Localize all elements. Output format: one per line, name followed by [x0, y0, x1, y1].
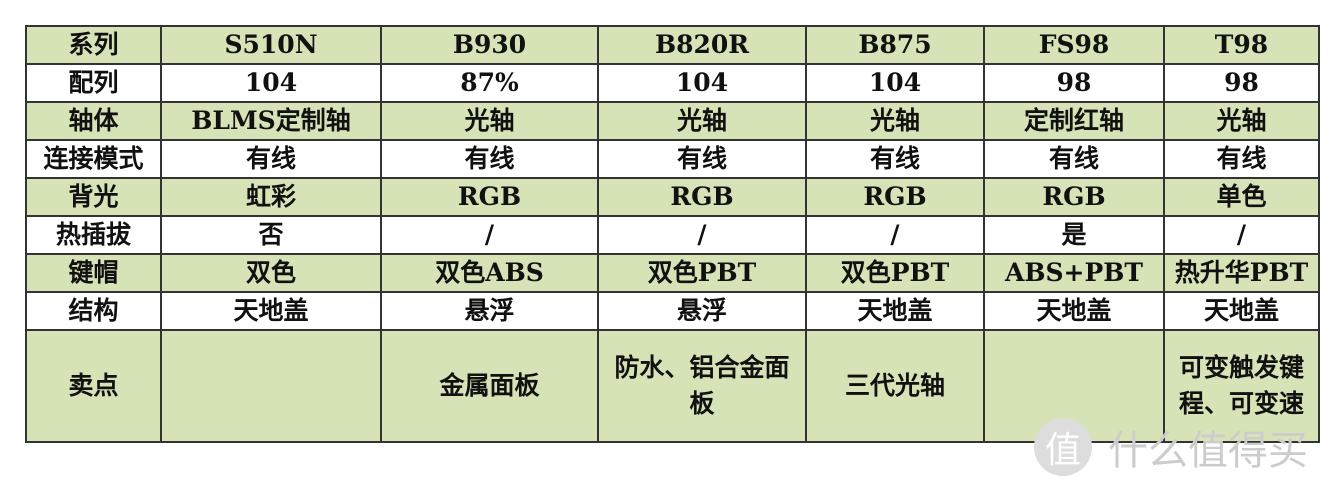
table-body: 系列 S510N B930 B820R B875 FS98 T98 配列 104 87% 104 10…	[25, 25, 1320, 443]
table-cell: 可变触发键程、可变速	[1163, 329, 1320, 443]
table-row: 热插拔否 / / / 是 /	[25, 215, 1320, 255]
table-cell: 光轴	[380, 101, 599, 141]
table-cell: /	[380, 215, 599, 255]
table-cell: 有线	[1163, 139, 1320, 179]
table-cell: B930	[380, 25, 599, 65]
table-cell: /	[1163, 215, 1320, 255]
table-cell: 虹彩	[160, 177, 382, 217]
table-cell: S510N	[160, 25, 382, 65]
table-cell: 否	[160, 215, 382, 255]
table-cell: 是	[983, 215, 1165, 255]
table-cell: 光轴	[1163, 101, 1320, 141]
table-cell: ABS+PBT	[983, 253, 1165, 293]
table-cell: 热升华PBT	[1163, 253, 1320, 293]
table-cell: 单色	[1163, 177, 1320, 217]
table-row: 轴体 BLMS定制轴 光轴 光轴 光轴 定制红轴 光轴	[25, 101, 1320, 141]
table-cell: 金属面板	[380, 329, 599, 443]
row-header: 热插拔	[25, 215, 162, 255]
row-header: 系列	[25, 25, 162, 65]
table-cell: 防水、铝合金面板	[597, 329, 807, 443]
row-header: 结构	[25, 291, 162, 331]
table-cell: 104	[597, 63, 807, 103]
watermark-icon: 值	[1034, 418, 1092, 476]
table-cell: /	[597, 215, 807, 255]
table-row: 连接模式 有线 有线 有线 有线 有线 有线	[25, 139, 1320, 179]
row-header: 轴体	[25, 101, 162, 141]
table-cell: 天地盖	[805, 291, 985, 331]
row-header: 连接模式	[25, 139, 162, 179]
table-cell: 光轴	[805, 101, 985, 141]
table-cell: 有线	[983, 139, 1165, 179]
table-cell: B875	[805, 25, 985, 65]
table-cell: BLMS定制轴	[160, 101, 382, 141]
table-cell	[160, 329, 382, 443]
table-cell: RGB	[983, 177, 1165, 217]
table-cell: RGB	[380, 177, 599, 217]
table-cell: 有线	[805, 139, 985, 179]
table-cell: 有线	[160, 139, 382, 179]
table-cell: 光轴	[597, 101, 807, 141]
row-header: 键帽	[25, 253, 162, 293]
table-cell: 天地盖	[983, 291, 1165, 331]
table-cell: B820R	[597, 25, 807, 65]
table-row: 卖点 金属面板 防水、铝合金面板 三代光轴 可变触发键程、可变速	[25, 329, 1320, 443]
table-cell: 双色PBT	[805, 253, 985, 293]
table-row: 背光 虹彩 RGB RGB RGB RGB 单色	[25, 177, 1320, 217]
table-cell: 双色ABS	[380, 253, 599, 293]
table-cell: 定制红轴	[983, 101, 1165, 141]
watermark: 值 什么值得买	[1034, 412, 1308, 482]
table-cell: T98	[1163, 25, 1320, 65]
table-cell: 悬浮	[380, 291, 599, 331]
row-header: 背光	[25, 177, 162, 217]
table-cell: RGB	[597, 177, 807, 217]
table-row: 结构 天地盖 悬浮 悬浮 天地盖 天地盖 天地盖	[25, 291, 1320, 331]
watermark-text: 什么值得买	[1108, 428, 1308, 474]
table-row: 配列 104 87% 104 104 98 98	[25, 63, 1320, 103]
table-cell: 三代光轴	[805, 329, 985, 443]
table-cell: 104	[160, 63, 382, 103]
table-cell: 98	[1163, 63, 1320, 103]
table-cell: RGB	[805, 177, 985, 217]
table-cell: 98	[983, 63, 1165, 103]
spec-table: 系列 S510N B930 B820R B875 FS98 T98 配列 104 87% 104 10…	[25, 25, 1320, 443]
table-cell: 有线	[380, 139, 599, 179]
table-cell: 87%	[380, 63, 599, 103]
table-cell: /	[805, 215, 985, 255]
row-header: 卖点	[25, 329, 162, 443]
table-row: 系列 S510N B930 B820R B875 FS98 T98	[25, 25, 1320, 65]
row-header: 配列	[25, 63, 162, 103]
table-cell: 双色PBT	[597, 253, 807, 293]
table-row: 键帽 双色 双色ABS 双色PBT 双色PBT ABS+PBT 热升华PBT	[25, 253, 1320, 293]
table-cell: 悬浮	[597, 291, 807, 331]
table-cell: 双色	[160, 253, 382, 293]
table-cell: 有线	[597, 139, 807, 179]
table-cell: 天地盖	[1163, 291, 1320, 331]
table-cell: 104	[805, 63, 985, 103]
table-cell: FS98	[983, 25, 1165, 65]
table-cell: 天地盖	[160, 291, 382, 331]
